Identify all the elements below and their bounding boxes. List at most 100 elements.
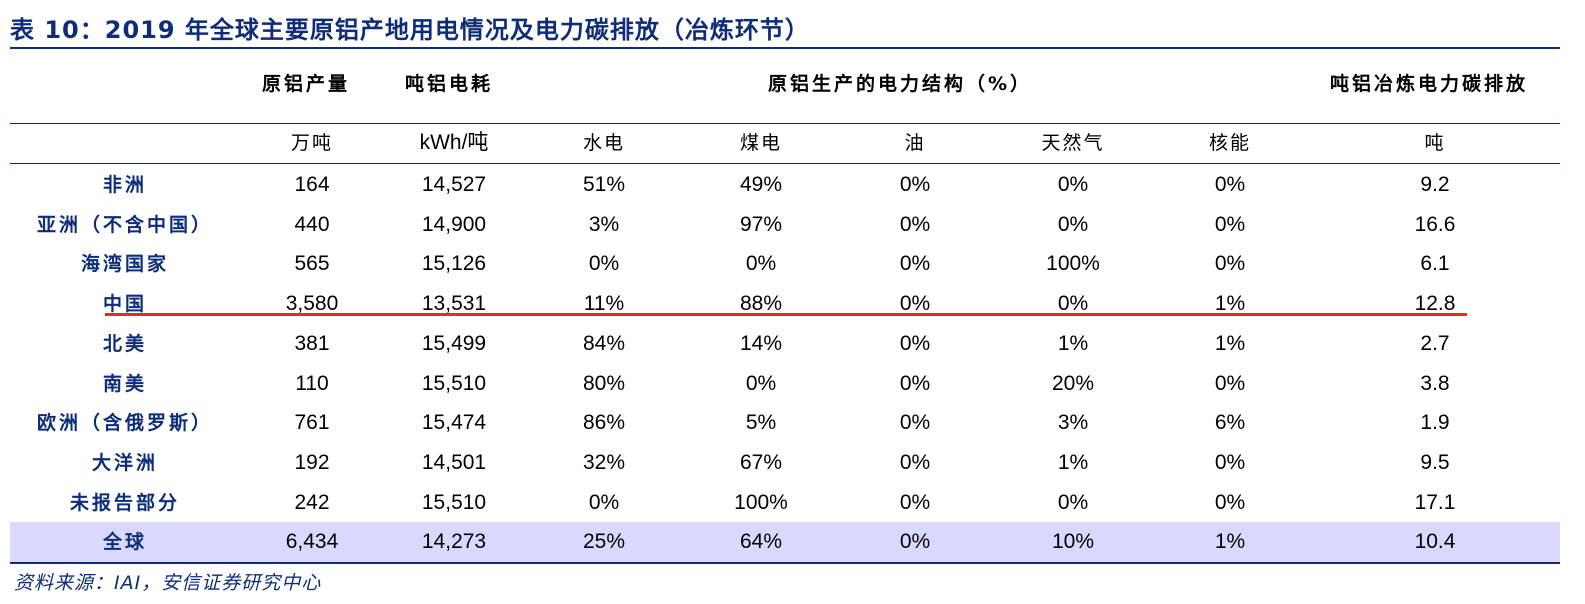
unit-cell: kWh/吨	[419, 131, 489, 154]
table-cell: 0%	[899, 371, 931, 395]
table-cell: 0%	[899, 490, 931, 514]
bottom-rule	[10, 562, 1560, 564]
row-label: 大洋洲	[91, 451, 158, 474]
table-cell: 0%	[899, 212, 931, 236]
table-cell: 381	[294, 331, 330, 355]
unit-cell: 万吨	[290, 132, 333, 154]
table-cell: 0%	[1214, 450, 1246, 474]
table-cell: 15,510	[421, 490, 487, 514]
table-cell: 0%	[899, 331, 931, 355]
source-note: 资料来源：IAI，安信证券研究中心	[14, 572, 322, 594]
table-cell: 6%	[1214, 411, 1246, 435]
table-cell: 0%	[588, 252, 620, 276]
table-cell: 0%	[1214, 252, 1246, 276]
table-cell: 761	[294, 411, 330, 435]
table-cell: 0%	[1214, 371, 1246, 395]
table-cell: 14,273	[421, 530, 487, 553]
table-cell: 32%	[582, 450, 626, 474]
table-cell: 20%	[1051, 371, 1095, 395]
table-cell: 0%	[1214, 212, 1246, 236]
header-production: 原铝产量	[262, 73, 351, 95]
table-cell: 6,434	[285, 530, 339, 553]
table-cell: 9.5	[1420, 450, 1450, 474]
table-cell: 0%	[899, 292, 931, 316]
table-cell: 80%	[582, 371, 626, 395]
highlight-underline	[105, 313, 1467, 316]
table-cell: 0%	[1057, 212, 1089, 236]
table-cell: 0%	[588, 490, 620, 514]
table-cell: 0%	[899, 252, 931, 276]
table-cell: 84%	[582, 331, 626, 355]
table-title: 表 10：2019 年全球主要原铝产地用电情况及电力碳排放（冶炼环节）	[10, 16, 810, 44]
table-cell: 100%	[1046, 252, 1100, 276]
table-cell: 49%	[739, 173, 783, 196]
table-cell: 10.4	[1414, 530, 1456, 553]
unit-cell: 水电	[582, 132, 625, 154]
table-cell: 0%	[745, 252, 777, 276]
table-cell: 3.8	[1420, 371, 1450, 395]
table-cell: 9.2	[1420, 173, 1450, 196]
table-cell: 0%	[1057, 173, 1089, 196]
header-carbon: 吨铝冶炼电力碳排放	[1330, 73, 1529, 95]
table-cell: 1.9	[1420, 411, 1450, 435]
row-label: 海湾国家	[80, 253, 169, 276]
unit-cell: 核能	[1208, 132, 1251, 154]
table-cell: 1%	[1057, 331, 1089, 355]
row-label: 非洲	[102, 174, 147, 196]
table-cell: 15,126	[421, 252, 487, 276]
table-cell: 1%	[1214, 530, 1246, 553]
table-cell: 1%	[1057, 450, 1089, 474]
table-cell: 15,510	[421, 371, 487, 395]
table-cell: 440	[294, 212, 330, 236]
row-label: 欧洲（含俄罗斯）	[36, 412, 213, 435]
row-label: 北美	[102, 332, 147, 355]
table-cell: 15,474	[421, 411, 487, 435]
table-cell: 0%	[899, 173, 931, 196]
units-divider	[10, 163, 1560, 164]
table-cell: 110	[295, 371, 329, 395]
table-cell: 3%	[1057, 411, 1089, 435]
total-row-background	[10, 522, 1560, 562]
table-cell: 25%	[582, 530, 626, 553]
table-cell: 1%	[1214, 331, 1246, 355]
table-cell: 15,499	[421, 331, 487, 355]
table-cell: 13,531	[421, 292, 487, 316]
table-cell: 3,580	[285, 292, 339, 316]
row-label: 中国	[102, 293, 147, 316]
table-cell: 11%	[583, 292, 625, 316]
table-cell: 86%	[582, 411, 626, 435]
table-cell: 17.1	[1414, 490, 1456, 514]
table-cell: 14,501	[421, 450, 487, 474]
table-cell: 565	[294, 252, 330, 276]
table-cell: 5%	[745, 411, 777, 435]
row-label: 全球	[102, 531, 147, 553]
table-cell: 0%	[1057, 490, 1089, 514]
table-cell: 0%	[899, 411, 931, 435]
table-cell: 10%	[1051, 530, 1095, 553]
header-divider	[10, 123, 1560, 124]
table-cell: 0%	[745, 371, 777, 395]
table-cell: 3%	[588, 212, 620, 236]
row-label: 亚洲（不含中国）	[36, 213, 213, 236]
table-cell: 64%	[739, 530, 783, 553]
table-cell: 51%	[582, 173, 626, 196]
table-cell: 0%	[1214, 490, 1246, 514]
row-label: 南美	[102, 372, 147, 395]
table-cell: 0%	[899, 450, 931, 474]
table-cell: 67%	[739, 450, 783, 474]
unit-cell: 油	[904, 132, 926, 154]
row-label: 未报告部分	[69, 491, 180, 514]
table-cell: 2.7	[1420, 331, 1450, 355]
table-cell: 1%	[1214, 292, 1246, 316]
table-cell: 0%	[1057, 292, 1089, 316]
unit-cell: 吨	[1424, 132, 1446, 154]
table-cell: 192	[294, 450, 330, 474]
table-cell: 12.8	[1414, 292, 1456, 316]
table-cell: 164	[294, 173, 330, 196]
table-cell: 16.6	[1414, 212, 1456, 236]
table-cell: 14,900	[421, 212, 487, 236]
table-cell: 0%	[899, 530, 931, 553]
header-power-structure: 原铝生产的电力结构（%）	[768, 73, 1033, 95]
table-cell: 6.1	[1420, 252, 1450, 276]
table-cell: 14,527	[421, 173, 487, 196]
